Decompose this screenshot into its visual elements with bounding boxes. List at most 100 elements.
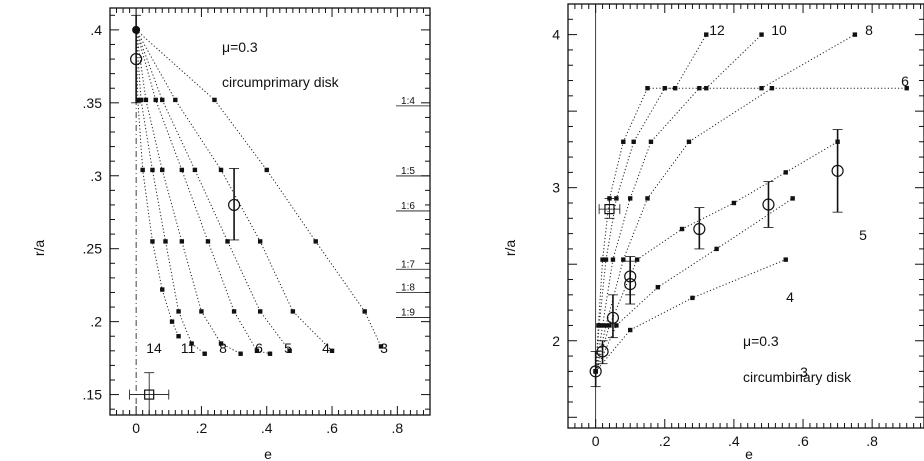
axis-ticks [567,3,924,428]
curve-point [160,97,165,103]
curve-point [769,85,775,91]
curve-point [199,309,204,314]
curve-point [225,239,230,244]
curve-label: 3 [800,364,808,380]
curve-point [160,167,165,173]
circumprimary-panel: 3 4 5 6 8 11 14 0 .2 .4 .6 .8 .15 .2 .25 .3 .35 .4 1:4 1:5… [31,7,431,461]
stability-curve [135,29,382,347]
observation-marker [693,222,706,236]
curve-point [135,97,140,103]
y-tick-label: 3 [552,180,560,196]
curve-label: 8 [219,340,227,356]
stability-curve [135,29,291,352]
observation-marker [130,52,143,66]
curve-point [600,257,605,262]
curve-point [179,239,185,244]
curve-point [254,348,260,354]
observation-marker [596,345,609,358]
observations [589,129,844,388]
curve-point [783,170,788,175]
curve-point [603,323,609,328]
curve-point [852,32,858,37]
stability-curve [595,34,762,372]
curve-label: 14 [146,340,162,356]
curve-point [160,287,165,292]
curve-point [362,309,367,314]
curve-point [218,341,224,346]
curve-point [140,167,145,173]
x-tick-label: .6 [797,433,809,449]
curve-point [904,85,909,91]
curve-point [378,344,384,349]
observation-marker [606,311,620,324]
curve-point [621,257,626,262]
resonance-label: 1:4 [401,96,415,107]
curve-point [790,196,795,201]
stability-curve [595,259,786,372]
y-tick-label: .15 [83,387,103,403]
curve-point [603,257,609,262]
curve-point [783,257,788,262]
observation-marker [604,204,615,215]
curve-point [189,341,194,346]
disk-type-annotation: circumprimary disk [222,74,340,90]
curve-point [607,323,612,328]
curve-point [150,167,155,173]
curve-label: 5 [284,340,292,356]
y-tick-label: .2 [90,314,102,330]
resonance-label: 1:8 [401,283,415,294]
curve-label: 3 [380,340,388,356]
resonance-label: 1:9 [401,307,415,318]
plot-frame [109,7,431,416]
curve-label: 6 [901,73,909,89]
curve-point [287,348,292,354]
curve-point [731,200,737,206]
curve-point [313,239,318,244]
curve-point [202,351,207,356]
curve-point [628,196,633,201]
y-tick-label: .4 [90,22,102,38]
stability-curve [135,29,206,355]
y-axis-label: r/a [31,240,47,257]
curve-point [267,351,273,356]
curve-point [634,257,640,262]
curve-point [150,239,155,244]
disk-type-annotation: circumbinary disk [743,369,852,385]
curve-point [205,239,211,244]
y-tick-label: .3 [90,168,102,184]
curve-point [153,97,158,103]
curve-label: 4 [786,289,794,305]
x-tick-label: 0 [132,420,140,436]
observation-marker [624,270,637,283]
x-tick-label: .4 [728,433,740,449]
curve-point [179,167,185,173]
resonance-label: 1:5 [401,166,415,177]
curve-point [614,323,619,328]
y-tick-label: 2 [552,333,560,349]
curve-point [648,139,654,144]
observation-marker [831,164,844,177]
curve-point [212,97,217,103]
curve-point [218,167,224,173]
x-tick-label: .4 [261,420,273,436]
plot-frame [567,3,924,429]
curve-point [163,239,168,244]
observation-marker [227,198,241,212]
curve-point [258,239,263,244]
curve-point [192,167,198,173]
x-tick-label: .8 [866,433,878,449]
curve-point [704,85,709,91]
curve-point [655,284,661,290]
curve-point [759,32,764,37]
x-tick-label: .8 [392,420,404,436]
resonance-label: 1:6 [401,201,415,212]
curve-point [610,257,616,262]
observation-marker [589,365,602,378]
curve-point [173,97,178,103]
curve-point [614,196,619,201]
x-tick-label: .2 [659,433,671,449]
curve-point [631,139,636,144]
curve-point [176,309,181,314]
stability-curve [595,34,707,372]
tick-labels: 0 .2 .4 .6 .8 .15 .2 .25 .3 .35 .4 1:4 1:5 1:6 1:7 1:8 1… [83,22,430,436]
